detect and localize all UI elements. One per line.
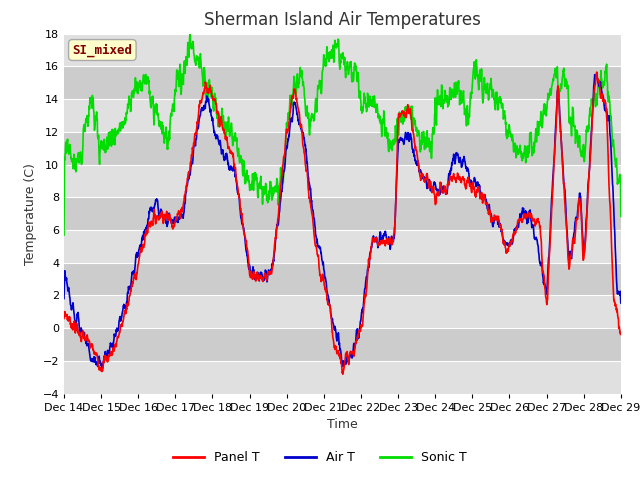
Bar [64, 99, 621, 132]
Bar [64, 132, 621, 165]
Text: SI_mixed: SI_mixed [72, 43, 132, 57]
Bar [64, 197, 621, 230]
Bar [64, 328, 621, 361]
Y-axis label: Temperature (C): Temperature (C) [24, 163, 37, 264]
Legend: Panel T, Air T, Sonic T: Panel T, Air T, Sonic T [168, 446, 472, 469]
Bar [64, 295, 621, 328]
Bar [64, 230, 621, 263]
X-axis label: Time: Time [327, 418, 358, 431]
Bar [64, 66, 621, 99]
Title: Sherman Island Air Temperatures: Sherman Island Air Temperatures [204, 11, 481, 29]
Bar [64, 361, 621, 394]
Bar [64, 34, 621, 66]
Bar [64, 263, 621, 295]
Bar [64, 165, 621, 197]
